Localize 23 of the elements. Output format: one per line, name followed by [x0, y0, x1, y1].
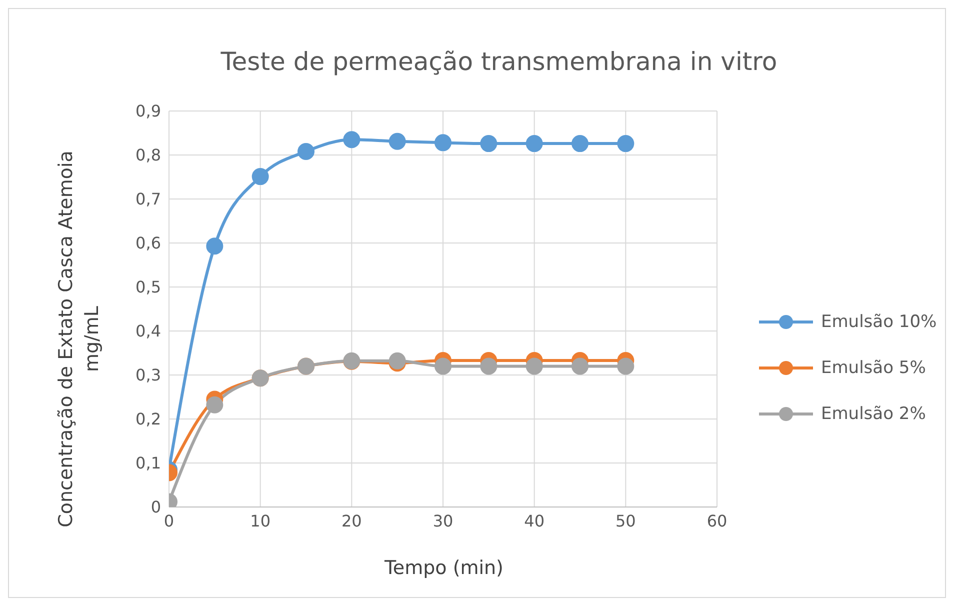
legend-label: Emulsão 10%	[821, 312, 937, 332]
x-axis-title: Tempo (min)	[384, 557, 504, 579]
chart-title: Teste de permeação transmembrana in vitro	[220, 47, 778, 76]
x-tick-label: 30	[432, 511, 454, 530]
x-tick-label: 50	[615, 511, 636, 530]
y-tick-label: 0,5	[136, 278, 161, 297]
y-tick-label: 0,7	[136, 190, 161, 209]
x-tick-label: 40	[524, 511, 545, 530]
legend-label: Emulsão 5%	[821, 358, 926, 378]
x-tick-label: 20	[341, 511, 362, 530]
y-tick-label: 0,4	[136, 322, 161, 341]
x-tick-label: 10	[250, 511, 271, 530]
y-tick-label: 0	[150, 498, 161, 517]
y-tick-label: 0,6	[136, 234, 161, 253]
x-tick-label: 0	[164, 511, 174, 530]
legend-label: Emulsão 2%	[821, 404, 926, 424]
y-tick-label: 0,8	[136, 146, 161, 165]
y-tick-label: 0,2	[136, 410, 161, 429]
x-tick-label: 60	[706, 511, 728, 530]
y-tick-label: 0,3	[136, 366, 161, 385]
y-axis-title: Concentração de Extato Casca Atemoia mg/mL	[54, 150, 104, 530]
y-tick-label: 0,1	[136, 454, 161, 473]
y-tick-label: 0,9	[136, 102, 161, 121]
